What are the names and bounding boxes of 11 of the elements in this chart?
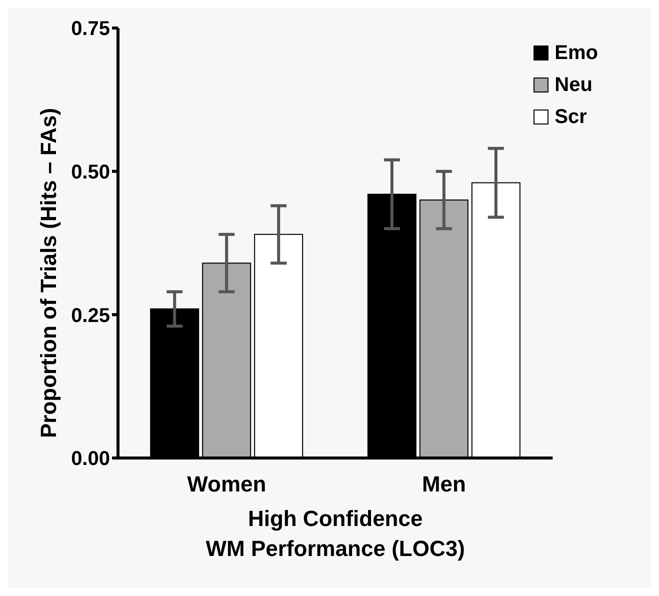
y-tick-label: 0.50: [71, 161, 110, 184]
x-axis-title: High Confidence WM Performance (LOC3): [206, 506, 465, 561]
y-tick-label: 0.25: [71, 304, 110, 327]
legend-label: Scr: [554, 105, 587, 130]
y-tick-label: 0.00: [71, 448, 110, 470]
y-tick-label: 0.75: [71, 18, 110, 40]
legend-label: Emo: [554, 41, 598, 66]
y-axis-title: Proportion of Trials (Hits – FAs): [36, 108, 61, 438]
legend-label: Neu: [554, 73, 592, 98]
x-tick-label: Women: [187, 472, 266, 497]
x-tick-label: Men: [422, 472, 466, 497]
